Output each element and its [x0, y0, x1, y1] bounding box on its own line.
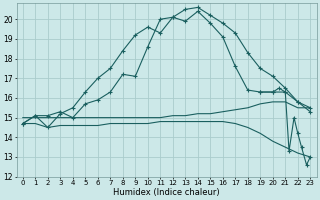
X-axis label: Humidex (Indice chaleur): Humidex (Indice chaleur)	[113, 188, 220, 197]
